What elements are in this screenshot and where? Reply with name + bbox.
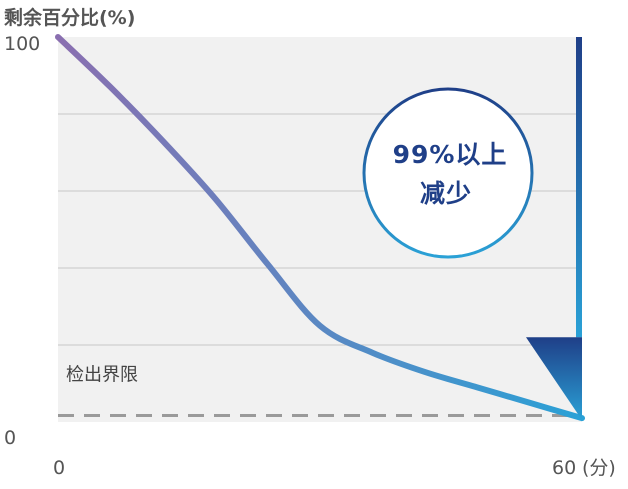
- y-axis-label: 剩余百分比(%): [4, 6, 135, 29]
- reduction-arrow: [526, 37, 582, 420]
- detection-limit-label: 检出界限: [66, 364, 138, 385]
- callout-line-2: 减少: [420, 179, 472, 208]
- callout-line-1: 99%以上: [393, 140, 508, 169]
- x-tick-label: 0: [53, 457, 65, 479]
- arrow-head: [526, 337, 582, 420]
- reduction-callout: 99%以上 减少: [362, 87, 534, 259]
- series-line: [55, 34, 585, 422]
- x-unit-label: (分): [582, 457, 616, 479]
- x-tick-label: 60: [552, 457, 576, 479]
- y-tick-label: 0: [4, 427, 16, 449]
- callout-circle: [362, 87, 534, 259]
- arrow-shaft: [576, 37, 582, 338]
- y-tick-label: 100: [4, 33, 40, 55]
